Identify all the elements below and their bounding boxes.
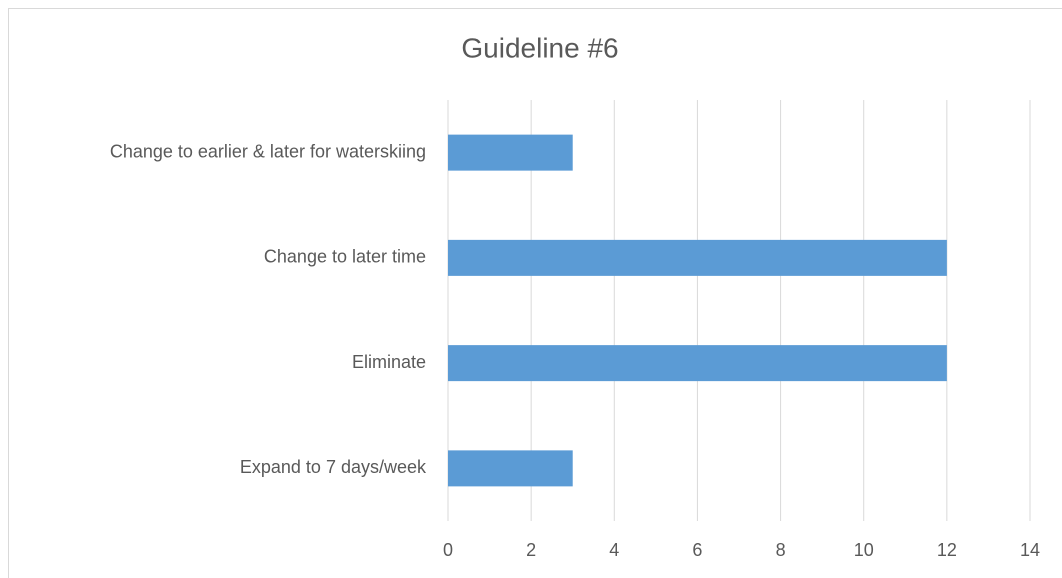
x-tick-label: 4: [609, 540, 619, 560]
y-tick-label: Change to earlier & later for waterskiin…: [110, 141, 426, 161]
x-tick-label: 0: [443, 540, 453, 560]
chart-title: Guideline #6: [461, 32, 618, 63]
x-tick-label: 6: [692, 540, 702, 560]
y-tick-label: Change to later time: [264, 247, 426, 267]
x-tick-label: 14: [1020, 540, 1040, 560]
bar: [448, 450, 573, 487]
bar: [448, 345, 947, 382]
bar: [448, 239, 947, 276]
chart-border: [8, 8, 1062, 578]
x-tick-label: 2: [526, 540, 536, 560]
x-tick-label: 12: [937, 540, 957, 560]
y-tick-label: Eliminate: [352, 352, 426, 372]
x-tick-label: 10: [854, 540, 874, 560]
bar: [448, 134, 573, 171]
y-tick-label: Expand to 7 days/week: [240, 457, 427, 477]
x-tick-label: 8: [776, 540, 786, 560]
